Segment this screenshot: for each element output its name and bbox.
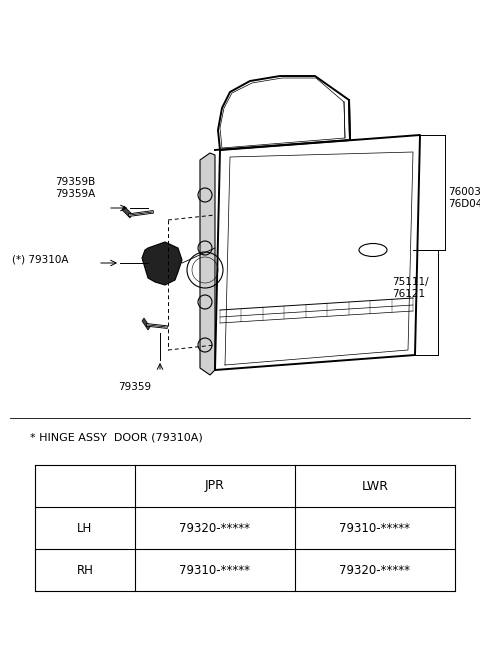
Polygon shape <box>200 153 215 375</box>
Text: 76D04: 76D04 <box>448 199 480 209</box>
Text: 76121: 76121 <box>392 289 425 299</box>
Text: LWR: LWR <box>361 480 388 493</box>
Text: 79320-*****: 79320-***** <box>180 522 251 535</box>
Text: 79310-*****: 79310-***** <box>339 522 410 535</box>
Polygon shape <box>142 242 182 285</box>
Polygon shape <box>122 206 132 218</box>
Text: LH: LH <box>77 522 93 535</box>
Text: 75111/: 75111/ <box>392 277 429 287</box>
Text: RH: RH <box>77 564 94 576</box>
Text: (*) 79310A: (*) 79310A <box>12 255 69 265</box>
Polygon shape <box>142 318 150 330</box>
Text: 76003/: 76003/ <box>448 187 480 197</box>
Text: 79359A: 79359A <box>55 189 95 199</box>
Text: JPR: JPR <box>205 480 225 493</box>
Text: * HINGE ASSY  DOOR (79310A): * HINGE ASSY DOOR (79310A) <box>30 432 203 442</box>
Text: 79320-*****: 79320-***** <box>339 564 410 576</box>
Text: 79359: 79359 <box>119 382 152 392</box>
Text: 79310-*****: 79310-***** <box>180 564 251 576</box>
Text: 79359B: 79359B <box>55 177 95 187</box>
